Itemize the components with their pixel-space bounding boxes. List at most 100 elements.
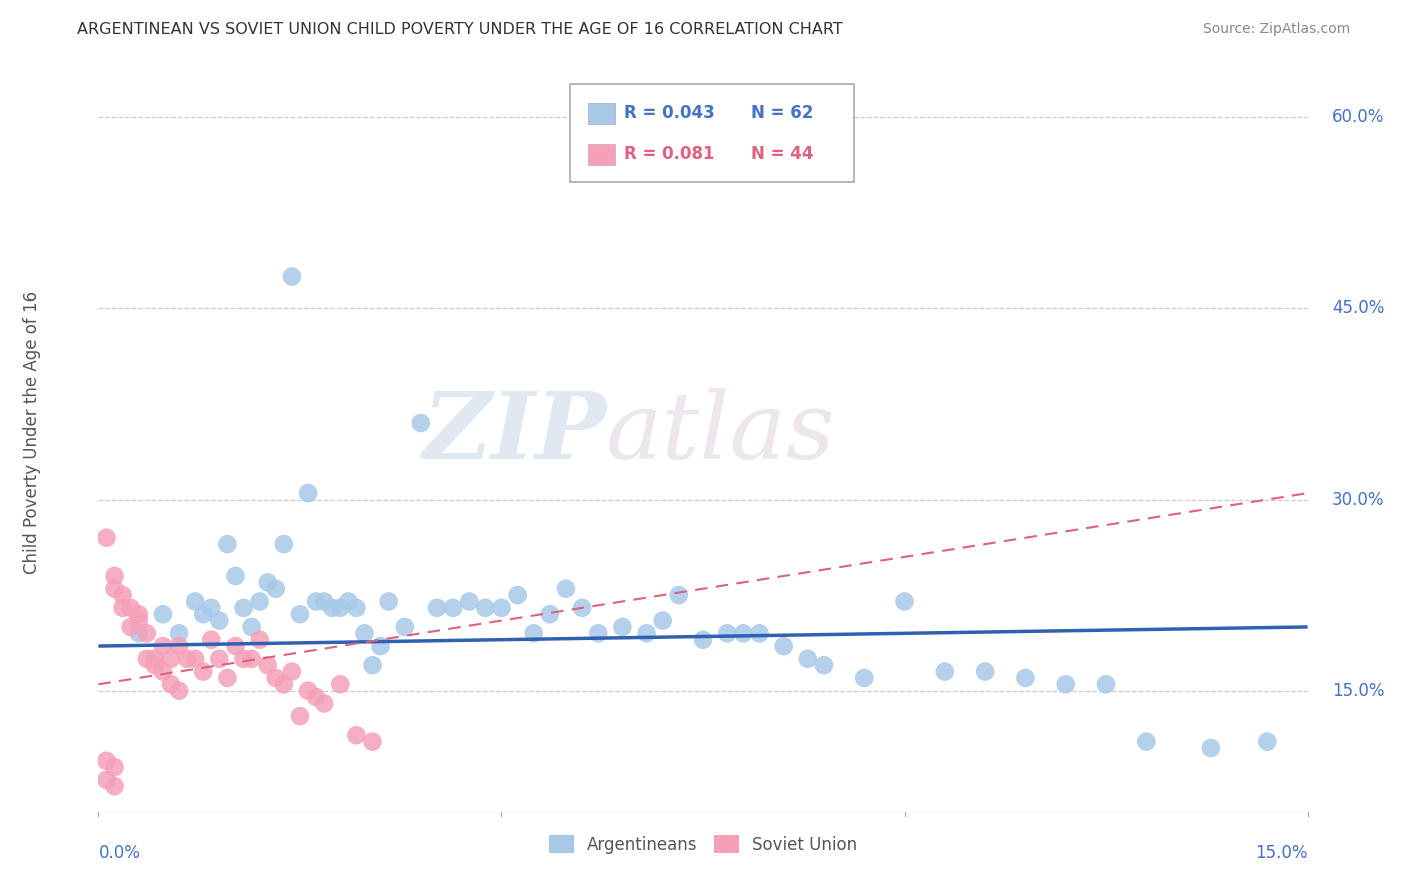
Text: 15.0%: 15.0% — [1331, 681, 1385, 699]
Argentineans — [409, 416, 432, 430]
Soviet Union — [143, 652, 166, 666]
Argentineans — [240, 620, 263, 634]
Text: Source: ZipAtlas.com: Source: ZipAtlas.com — [1202, 22, 1350, 37]
Soviet Union — [314, 697, 336, 711]
Argentineans — [1054, 677, 1077, 691]
Soviet Union — [193, 665, 215, 679]
Argentineans — [264, 582, 287, 596]
Argentineans — [458, 594, 481, 608]
Argentineans — [555, 582, 578, 596]
Argentineans — [305, 594, 328, 608]
Soviet Union — [184, 652, 207, 666]
Argentineans — [813, 658, 835, 673]
Argentineans — [370, 639, 392, 653]
Argentineans — [337, 594, 360, 608]
Text: 15.0%: 15.0% — [1256, 844, 1308, 862]
Argentineans — [167, 626, 190, 640]
Soviet Union — [344, 728, 367, 742]
Argentineans — [377, 594, 399, 608]
Argentineans — [506, 588, 529, 602]
Soviet Union — [329, 677, 352, 691]
Argentineans — [1135, 734, 1157, 748]
Argentineans — [1095, 677, 1118, 691]
Argentineans — [651, 614, 673, 628]
Soviet Union — [224, 639, 246, 653]
Soviet Union — [152, 665, 174, 679]
Soviet Union — [103, 760, 125, 774]
Argentineans — [538, 607, 561, 622]
Soviet Union — [128, 614, 150, 628]
Argentineans — [491, 600, 513, 615]
Soviet Union — [288, 709, 311, 723]
Argentineans — [748, 626, 770, 640]
Argentineans — [853, 671, 876, 685]
Argentineans — [893, 594, 915, 608]
Argentineans — [281, 269, 304, 284]
Soviet Union — [152, 639, 174, 653]
Bar — [588, 103, 614, 124]
Argentineans — [934, 665, 956, 679]
Soviet Union — [128, 607, 150, 622]
FancyBboxPatch shape — [569, 84, 855, 183]
Soviet Union — [273, 677, 295, 691]
Argentineans — [668, 588, 690, 602]
Soviet Union — [297, 683, 319, 698]
Argentineans — [716, 626, 738, 640]
Argentineans — [152, 607, 174, 622]
Argentineans — [797, 652, 820, 666]
Soviet Union — [305, 690, 328, 704]
Argentineans — [474, 600, 496, 615]
Argentineans — [184, 594, 207, 608]
Argentineans — [692, 632, 714, 647]
Argentineans — [612, 620, 634, 634]
Argentineans — [200, 600, 222, 615]
Text: 0.0%: 0.0% — [98, 844, 141, 862]
Argentineans — [1256, 734, 1278, 748]
Soviet Union — [160, 652, 183, 666]
Soviet Union — [200, 632, 222, 647]
Text: Child Poverty Under the Age of 16: Child Poverty Under the Age of 16 — [22, 291, 41, 574]
Soviet Union — [208, 652, 231, 666]
Argentineans — [523, 626, 546, 640]
Argentineans — [772, 639, 794, 653]
Argentineans — [733, 626, 755, 640]
Argentineans — [224, 569, 246, 583]
Soviet Union — [167, 683, 190, 698]
Soviet Union — [111, 600, 134, 615]
Text: atlas: atlas — [606, 388, 835, 477]
Argentineans — [586, 626, 609, 640]
Soviet Union — [103, 779, 125, 793]
Soviet Union — [167, 639, 190, 653]
Soviet Union — [103, 582, 125, 596]
Argentineans — [353, 626, 375, 640]
Argentineans — [273, 537, 295, 551]
Argentineans — [974, 665, 997, 679]
Soviet Union — [120, 600, 142, 615]
Argentineans — [217, 537, 239, 551]
Argentineans — [297, 486, 319, 500]
Legend: Argentineans, Soviet Union: Argentineans, Soviet Union — [541, 829, 865, 860]
Text: 60.0%: 60.0% — [1331, 108, 1384, 127]
Argentineans — [321, 600, 343, 615]
Argentineans — [441, 600, 464, 615]
Soviet Union — [264, 671, 287, 685]
Argentineans — [193, 607, 215, 622]
Soviet Union — [176, 652, 198, 666]
Text: N = 44: N = 44 — [751, 145, 814, 163]
Soviet Union — [96, 772, 118, 787]
Soviet Union — [249, 632, 271, 647]
Argentineans — [636, 626, 658, 640]
Soviet Union — [361, 734, 384, 748]
Text: N = 62: N = 62 — [751, 104, 814, 122]
Argentineans — [128, 626, 150, 640]
Soviet Union — [232, 652, 254, 666]
Text: R = 0.043: R = 0.043 — [624, 104, 716, 122]
Soviet Union — [256, 658, 278, 673]
Text: 30.0%: 30.0% — [1331, 491, 1385, 508]
Soviet Union — [240, 652, 263, 666]
Text: ZIP: ZIP — [422, 388, 606, 477]
Text: 45.0%: 45.0% — [1331, 300, 1384, 318]
Soviet Union — [111, 588, 134, 602]
Soviet Union — [135, 652, 157, 666]
Bar — [588, 144, 614, 165]
